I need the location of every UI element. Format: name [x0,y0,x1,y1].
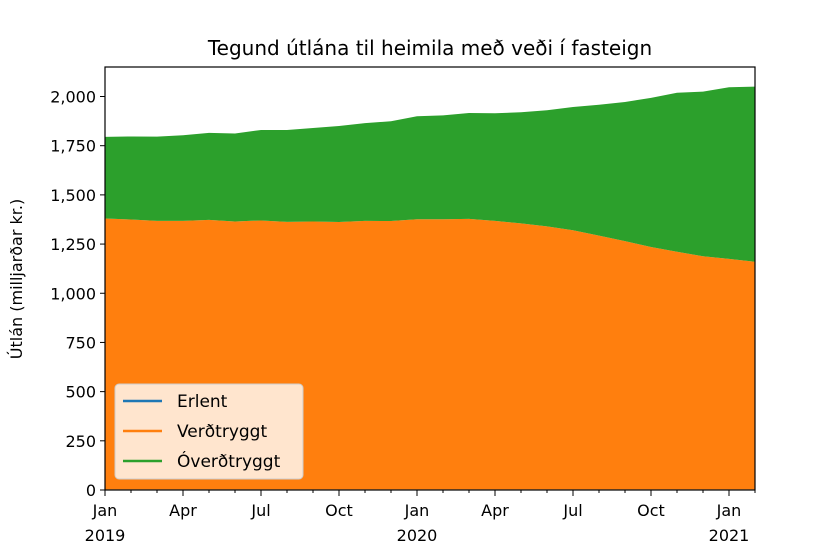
area-series-group [105,86,755,490]
chart-title: Tegund útlána til heimila með veði í fas… [207,36,652,60]
x-tick-label: Oct [637,501,665,520]
x-tick-label: Jan [92,501,118,520]
x-tick-year-label: 2019 [85,526,126,545]
y-tick-label: 1,750 [50,137,96,156]
x-tick-label: Jan [716,501,742,520]
y-tick-label: 1,000 [50,284,96,303]
legend-label-0: Erlent [177,392,228,412]
y-tick-label: 1,500 [50,186,96,205]
y-tick-label: 750 [65,333,96,352]
x-tick-label: Apr [169,501,197,520]
x-tick-label: Oct [325,501,353,520]
x-tick-label: Jul [250,501,270,520]
y-axis-label: Útlán (milljarðar kr.) [7,199,26,359]
y-tick-label: 2,000 [50,88,96,107]
y-tick-label: 250 [65,432,96,451]
legend-box [114,383,304,480]
x-tick-label: Jan [404,501,430,520]
x-tick-label: Apr [481,501,509,520]
x-tick-label: Jul [562,501,582,520]
y-tick-label: 0 [86,481,96,500]
plot-frame [104,66,756,491]
x-axis: Jan 2019 Apr Jul Oct Jan 2020 Apr Jul Oct Jan 2021 [85,490,756,545]
y-axis: 0 250 500 750 1,000 1,250 1,500 1,750 2,000 [50,88,105,500]
legend-label-1: Verðtryggt [177,422,267,442]
x-tick-year-label: 2020 [397,526,438,545]
x-tick-year-label: 2021 [709,526,750,545]
y-tick-label: 1,250 [50,235,96,254]
legend-label-2: Óverðtryggt [177,450,281,472]
y-tick-label: 500 [65,383,96,402]
area-series-2 [105,86,755,262]
legend: Erlent Verðtryggt Óverðtryggt [114,383,304,480]
